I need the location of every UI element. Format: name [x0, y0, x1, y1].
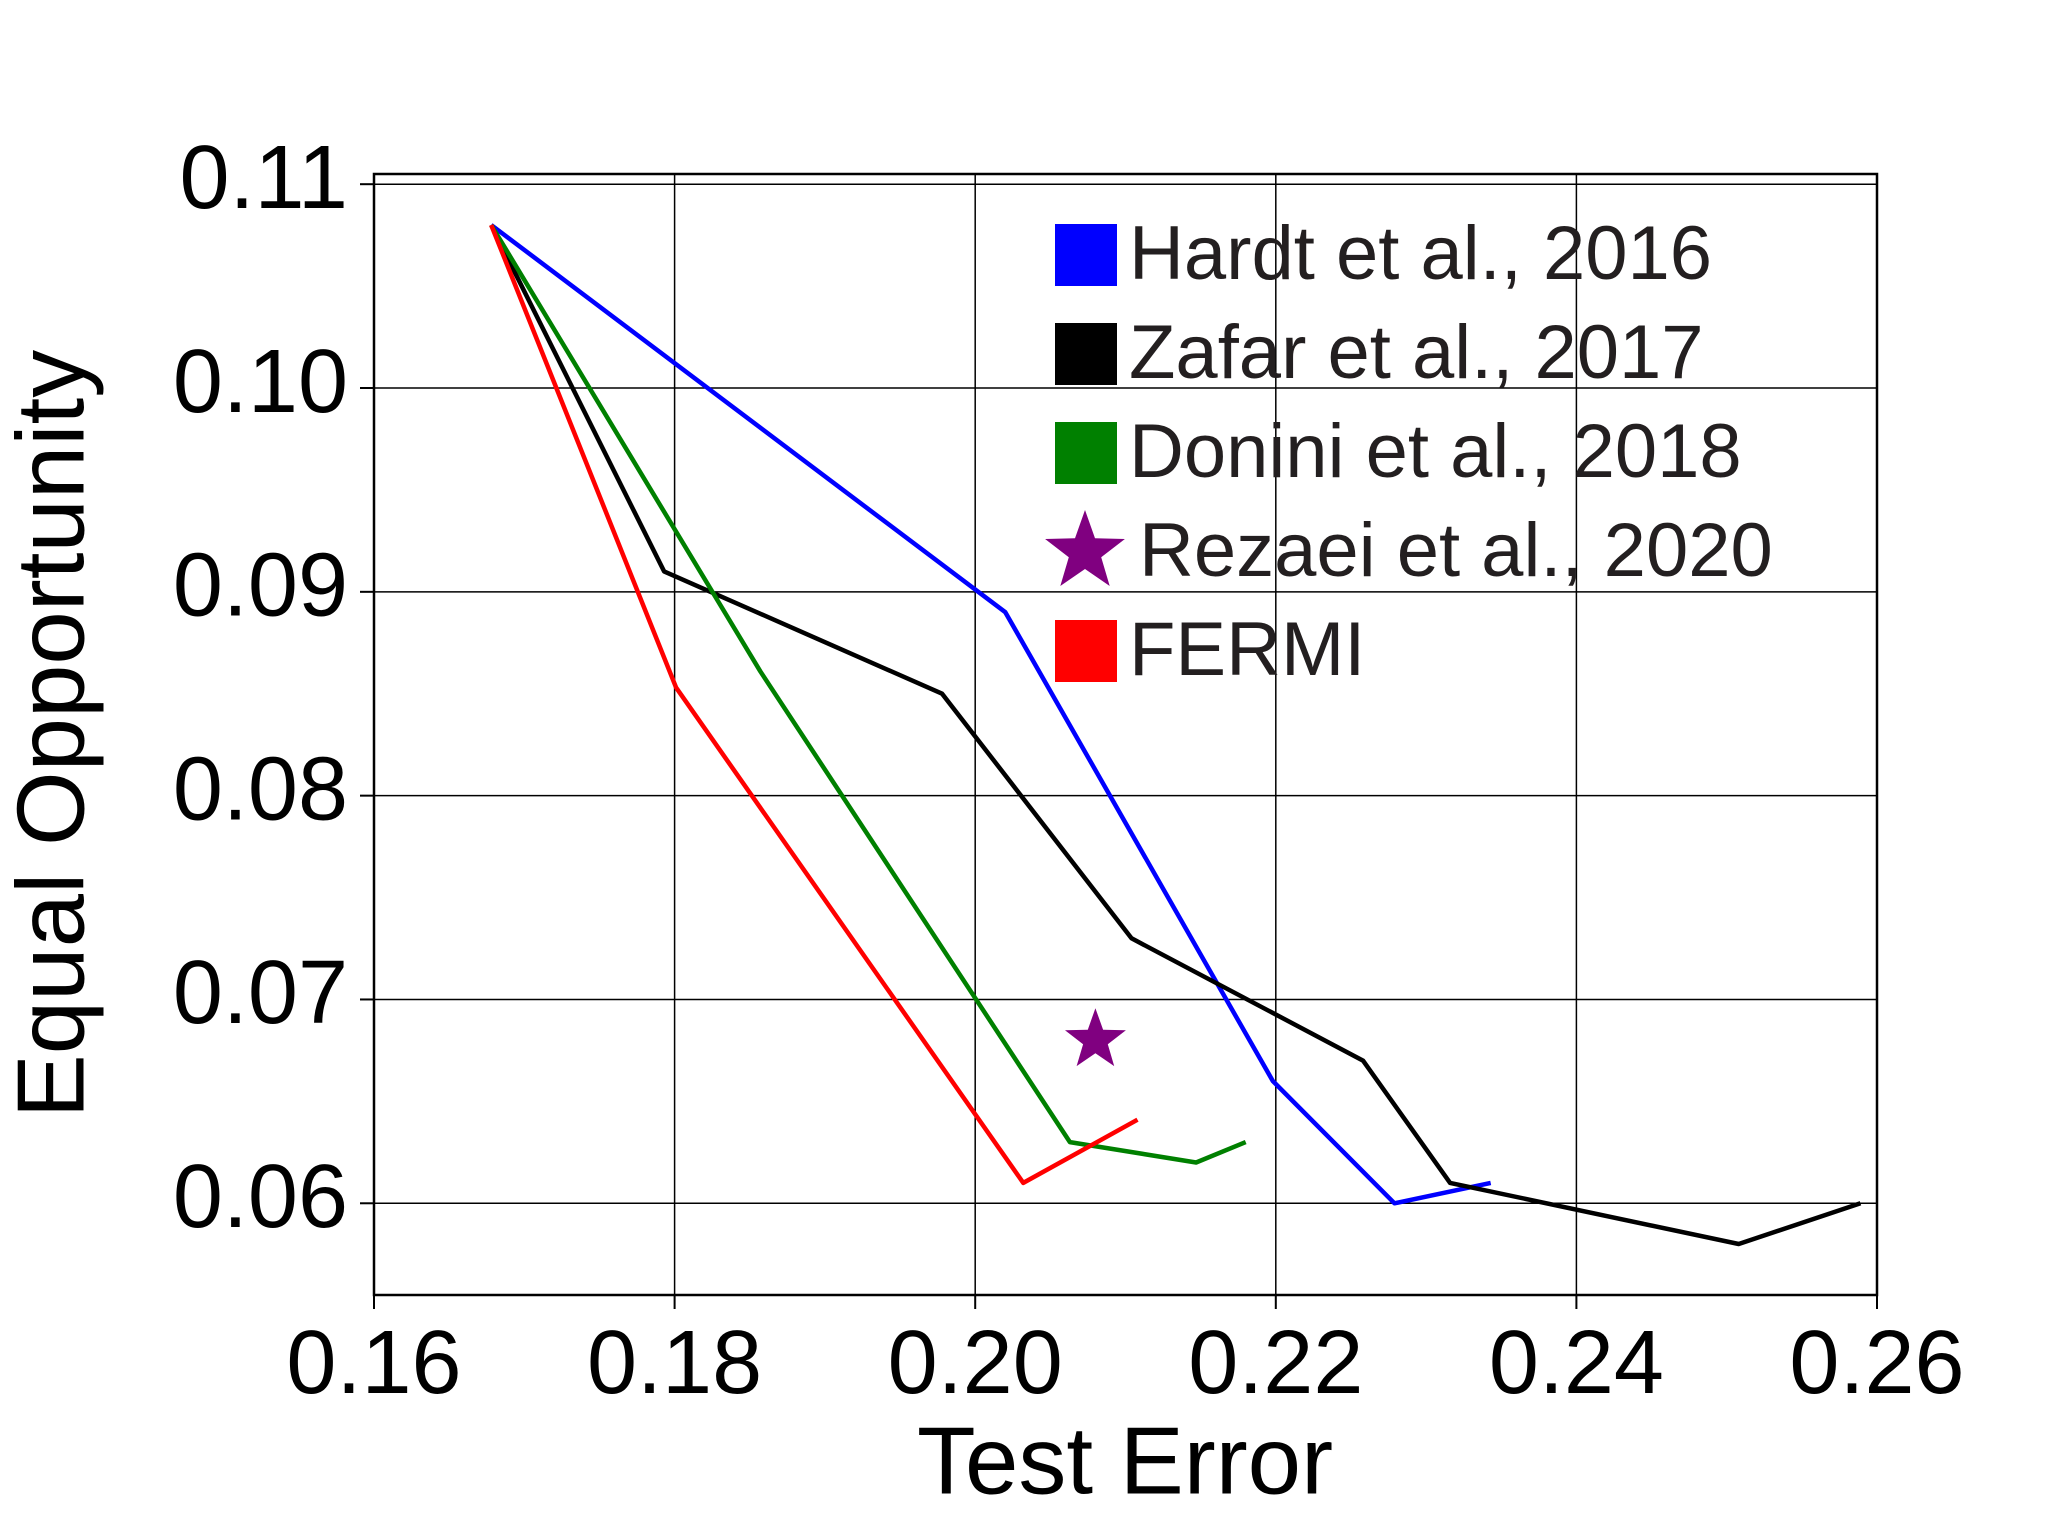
legend-swatch: [1055, 323, 1117, 385]
legend-label: FERMI: [1129, 607, 1365, 692]
legend-label: Donini et al., 2018: [1129, 409, 1742, 494]
y-tick-label: 0.07: [173, 943, 348, 1043]
y-tick-label: 0.08: [173, 739, 348, 839]
y-tick-label: 0.09: [173, 536, 348, 636]
series-line: [489, 223, 1492, 1206]
x-tick-label: 0.22: [1188, 1313, 1363, 1413]
legend-swatch: [1055, 620, 1117, 682]
y-tick-label: 0.06: [173, 1147, 348, 1247]
legend-label: Hardt et al., 2016: [1129, 211, 1712, 296]
series-line: [489, 224, 1139, 1186]
legend-marker: [1045, 510, 1125, 586]
x-tick-label: 0.20: [888, 1313, 1063, 1413]
x-tick-label: 0.24: [1489, 1313, 1664, 1413]
plot-frame: [372, 172, 1879, 1297]
x-axis-label: Test Error: [917, 1407, 1333, 1514]
legend-label: Rezaei et al., 2020: [1139, 508, 1773, 593]
legend-label: Zafar et al., 2017: [1129, 310, 1704, 395]
legend-swatch: [1055, 422, 1117, 484]
x-tick-label: 0.26: [1789, 1313, 1964, 1413]
x-tick-label: 0.16: [286, 1313, 461, 1413]
x-tick-label: 0.18: [587, 1313, 762, 1413]
y-tick-label: 0.11: [180, 128, 349, 228]
y-axis-label: Equal Opportunity: [0, 350, 104, 1118]
star-marker: [1065, 1008, 1126, 1067]
legend-swatch: [1055, 224, 1117, 286]
y-tick-label: 0.10: [173, 332, 348, 432]
series-line: [489, 223, 1247, 1165]
